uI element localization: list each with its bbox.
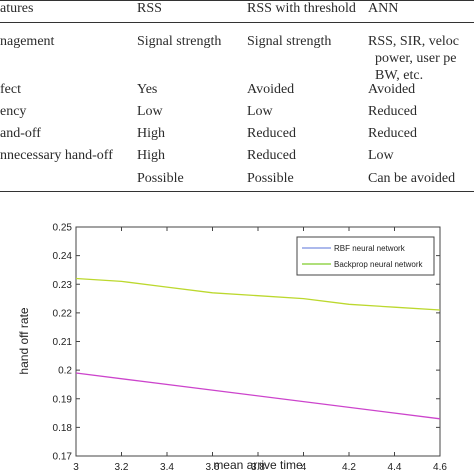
x-tick-label: 4.2 xyxy=(342,462,356,473)
header-rss: RSS xyxy=(137,1,162,16)
header-ann: ANN xyxy=(368,1,399,16)
series-line-rbf xyxy=(75,372,441,420)
legend-label-backprop: Backprop neural network xyxy=(334,260,423,269)
table-cell: Low xyxy=(137,104,163,119)
table-top-rule xyxy=(0,0,474,1)
y-tick-label: 0.19 xyxy=(53,394,73,405)
legend-box xyxy=(296,236,435,276)
series-line-backprop xyxy=(75,277,441,311)
x-tick-label: 3.2 xyxy=(115,462,129,473)
y-tick-label: 0.23 xyxy=(53,280,73,291)
legend: RBF neural network Backprop neural netwo… xyxy=(296,236,435,276)
table-cell: Low xyxy=(247,104,273,119)
table-cell: Signal strength xyxy=(137,34,222,49)
table-header-rule xyxy=(0,22,474,23)
y-tick-label: 0.25 xyxy=(53,223,73,234)
table-cell: Reduced xyxy=(368,126,417,141)
y-tick-label: 0.17 xyxy=(53,452,73,463)
table-cell: Reduced xyxy=(368,104,417,119)
table-cell: Can be avoided xyxy=(368,171,456,186)
table-cell: nagement xyxy=(0,34,55,49)
table-cell: Avoided xyxy=(368,82,416,97)
y-tick-label: 0.21 xyxy=(53,337,73,348)
x-tick-label: 3 xyxy=(73,462,79,473)
table-cell: Reduced xyxy=(247,126,296,141)
table-cell: Possible xyxy=(247,171,294,186)
table-cell: nnecessary hand-off xyxy=(0,148,113,163)
table-cell: Possible xyxy=(137,171,184,186)
line-chart: 3 3.2 3.4 3.6 3.8 4 4.2 4.4 4.6 0.17 0.18 0.19 0.2 0.… xyxy=(17,223,447,474)
x-axis-label: mean arrive time xyxy=(213,458,303,472)
legend-label-rbf: RBF neural network xyxy=(334,244,406,253)
y-axis-label: hand off rate xyxy=(17,307,31,374)
x-tick-label: 4.4 xyxy=(388,462,402,473)
table-cell: and-off xyxy=(0,126,41,141)
x-tick-label: 3.8 xyxy=(251,462,265,473)
table-cell: RSS, SIR, veloc power, user pe BW, etc. xyxy=(368,34,460,83)
header-rss-threshold: RSS with threshold xyxy=(247,1,356,16)
y-tick-label: 0.22 xyxy=(53,308,73,319)
x-tick-label: 3.6 xyxy=(206,462,220,473)
y-tick-label: 0.24 xyxy=(53,251,73,262)
x-tick-label: 4.6 xyxy=(433,462,447,473)
y-tick-label: 0.2 xyxy=(58,366,72,377)
table-bottom-rule xyxy=(0,191,474,192)
y-tick-label: 0.18 xyxy=(53,423,73,434)
table-cell: Reduced xyxy=(247,148,296,163)
table-cell: fect xyxy=(0,82,21,97)
table-cell: High xyxy=(137,126,165,141)
header-features: atures xyxy=(0,1,34,16)
table-cell: Avoided xyxy=(247,82,295,97)
table-cell: High xyxy=(137,148,165,163)
table-cell: Yes xyxy=(137,82,158,97)
x-tick-label: 4 xyxy=(301,462,307,473)
table-cell: ency xyxy=(0,104,27,119)
table-cell: Low xyxy=(368,148,394,163)
x-tick-label: 3.4 xyxy=(160,462,174,473)
table-cell: Signal strength xyxy=(247,34,332,49)
